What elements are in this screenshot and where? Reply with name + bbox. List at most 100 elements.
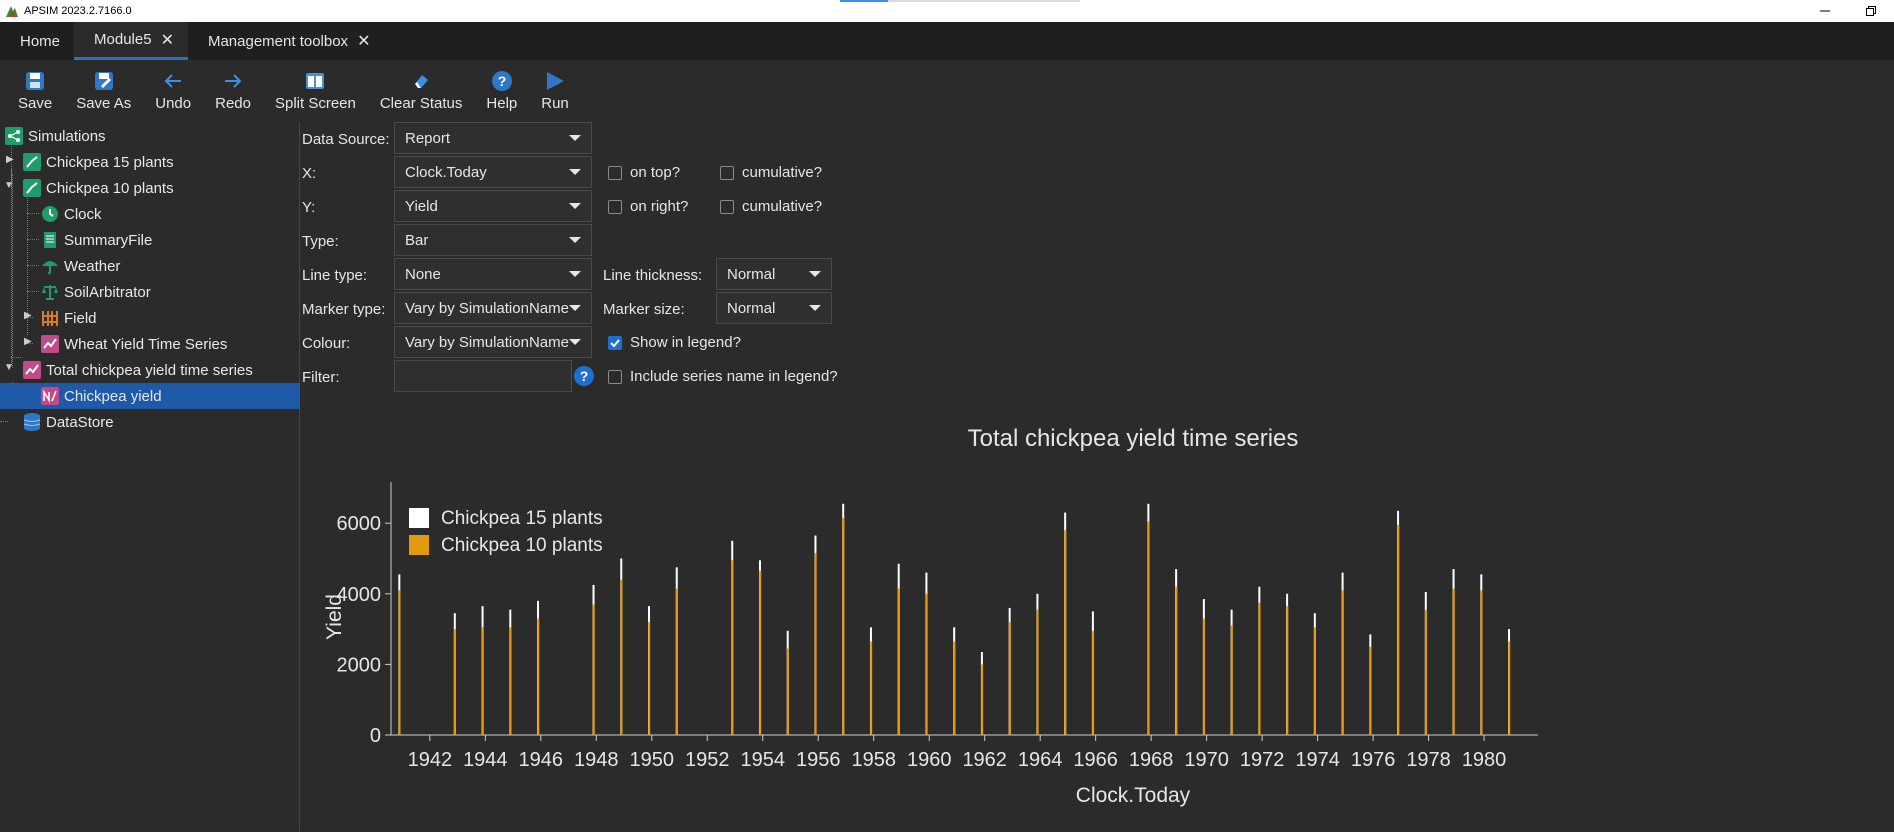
save-as-button[interactable]: Save As bbox=[64, 60, 143, 122]
x-tick-label: 1942 bbox=[408, 749, 453, 771]
chevron-down-icon bbox=[569, 271, 581, 277]
bar-chickpea-10 bbox=[731, 560, 734, 735]
x-tick-label: 1974 bbox=[1295, 749, 1340, 771]
tree-node-clock[interactable]: Clock bbox=[40, 201, 102, 227]
series-editor-panel: Data Source: Report X: Clock.Today on to… bbox=[301, 122, 1894, 831]
line-thickness-dropdown[interactable]: Normal bbox=[716, 258, 832, 290]
checkbox-box[interactable] bbox=[608, 335, 622, 350]
save-icon bbox=[26, 72, 45, 90]
type-dropdown[interactable]: Bar bbox=[394, 224, 592, 256]
line-type-dropdown[interactable]: None bbox=[394, 258, 592, 290]
include-series-name-checkbox[interactable]: Include series name in legend? bbox=[608, 368, 838, 385]
colour-dropdown[interactable]: Vary by SimulationName bbox=[394, 326, 592, 358]
restore-icon bbox=[1866, 6, 1876, 16]
checkbox-box[interactable] bbox=[720, 165, 734, 180]
tree-node-chickpea-yield[interactable]: Chickpea yield bbox=[40, 383, 162, 409]
tree-node-wheat-series[interactable]: Wheat Yield Time Series bbox=[40, 331, 227, 357]
show-in-legend-checkbox[interactable]: Show in legend? bbox=[608, 334, 741, 351]
tree-node-soil-arbitrator[interactable]: SoilArbitrator bbox=[40, 279, 151, 305]
x-tick-label: 1958 bbox=[851, 749, 896, 771]
type-label: Type: bbox=[302, 233, 339, 250]
x-field-dropdown[interactable]: Clock.Today bbox=[394, 156, 592, 188]
checkmark-icon bbox=[610, 338, 620, 347]
cumulative-x-checkbox[interactable]: cumulative? bbox=[720, 164, 822, 181]
collapse-arrow-icon[interactable]: ▼ bbox=[4, 180, 14, 191]
on-right-checkbox[interactable]: on right? bbox=[608, 198, 688, 215]
minimize-button[interactable] bbox=[1802, 0, 1848, 22]
chevron-down-icon bbox=[569, 203, 581, 209]
dropdown-value: Normal bbox=[727, 299, 776, 317]
summary-file-icon bbox=[40, 230, 60, 250]
bar-chickpea-10 bbox=[1341, 590, 1344, 735]
expand-arrow-icon[interactable]: ▶ bbox=[24, 336, 32, 347]
tree-node-datastore[interactable]: DataStore bbox=[22, 409, 114, 435]
checkbox-label: cumulative? bbox=[742, 164, 823, 181]
filter-input[interactable] bbox=[394, 360, 572, 392]
marker-type-dropdown[interactable]: Vary by SimulationName bbox=[394, 292, 592, 324]
tree-node-chickpea-15[interactable]: Chickpea 15 plants bbox=[22, 149, 174, 175]
tree-node-summary[interactable]: SummaryFile bbox=[40, 227, 152, 253]
tree-node-chickpea-10[interactable]: Chickpea 10 plants bbox=[22, 175, 174, 201]
bar-chickpea-10 bbox=[1480, 590, 1483, 735]
cumulative-y-checkbox[interactable]: cumulative? bbox=[720, 198, 822, 215]
clear-status-button[interactable]: Clear Status bbox=[368, 60, 475, 122]
bar-chickpea-10 bbox=[509, 627, 512, 735]
legend-label: Chickpea 10 plants bbox=[441, 535, 603, 556]
y-field-dropdown[interactable]: Yield bbox=[394, 190, 592, 222]
checkbox-box[interactable] bbox=[720, 199, 734, 214]
on-top-checkbox[interactable]: on top? bbox=[608, 164, 680, 181]
close-icon[interactable]: ✕ bbox=[357, 33, 371, 50]
checkbox-box[interactable] bbox=[608, 369, 622, 384]
run-button[interactable]: Run bbox=[529, 60, 581, 122]
redo-button[interactable]: Redo bbox=[203, 60, 263, 122]
expand-arrow-icon[interactable]: ▶ bbox=[6, 154, 14, 165]
dropdown-value: Vary by SimulationName bbox=[405, 333, 569, 351]
bar-chickpea-10 bbox=[1203, 618, 1206, 735]
chevron-down-icon bbox=[569, 237, 581, 243]
tab-module5[interactable]: Module5 ✕ bbox=[74, 22, 188, 60]
data-source-dropdown[interactable]: Report bbox=[394, 122, 592, 154]
tree-node-total-series[interactable]: Total chickpea yield time series bbox=[22, 357, 253, 383]
simulation-tree: Simulations ▶ Chickpea 15 plants ▼ Chick… bbox=[0, 122, 300, 831]
split-screen-button[interactable]: Split Screen bbox=[263, 60, 368, 122]
redo-label: Redo bbox=[215, 95, 251, 112]
dropdown-value: Normal bbox=[727, 265, 776, 283]
expand-arrow-icon[interactable]: ▶ bbox=[24, 310, 32, 321]
checkbox-box[interactable] bbox=[608, 165, 622, 180]
bar-chickpea-10 bbox=[814, 553, 817, 735]
line-type-label: Line type: bbox=[302, 267, 368, 284]
tab-management-toolbox[interactable]: Management toolbox ✕ bbox=[188, 22, 385, 60]
tree-node-simulations[interactable]: Simulations bbox=[4, 123, 106, 149]
save-label: Save bbox=[18, 95, 53, 112]
bar-chickpea-10 bbox=[786, 648, 789, 735]
chevron-down-icon bbox=[569, 339, 581, 345]
checkbox-label: on right? bbox=[630, 198, 689, 215]
save-button[interactable]: Save bbox=[0, 60, 64, 122]
close-icon[interactable]: ✕ bbox=[160, 31, 174, 49]
bar-chickpea-10 bbox=[981, 664, 984, 735]
split-screen-icon bbox=[306, 73, 325, 89]
help-button[interactable]: ? Help bbox=[474, 60, 529, 122]
window-title: APSIM 2023.2.7166.0 bbox=[24, 5, 132, 17]
tree-node-field[interactable]: Field bbox=[40, 305, 97, 331]
x-label: X: bbox=[302, 165, 317, 182]
filter-help-icon[interactable]: ? bbox=[574, 366, 594, 386]
undo-label: Undo bbox=[155, 95, 192, 112]
undo-button[interactable]: Undo bbox=[143, 60, 203, 122]
simulation-icon bbox=[22, 178, 42, 198]
bar-chickpea-10 bbox=[1064, 530, 1067, 735]
x-axis-label: Clock.Today bbox=[1076, 784, 1191, 807]
plot-area: 0 2000 4000 6000 1942 1944 1946 1948 1950 1952 195… bbox=[337, 482, 1538, 771]
checkbox-box[interactable] bbox=[608, 199, 622, 214]
collapse-arrow-icon[interactable]: ▼ bbox=[4, 362, 14, 373]
bar-chickpea-10 bbox=[620, 579, 623, 735]
tree-node-label: Chickpea yield bbox=[64, 387, 162, 405]
x-tick-label: 1968 bbox=[1129, 749, 1174, 771]
tree-node-weather[interactable]: Weather bbox=[40, 253, 120, 279]
restore-button[interactable] bbox=[1848, 0, 1894, 22]
tab-home[interactable]: Home bbox=[0, 22, 74, 60]
marker-size-dropdown[interactable]: Normal bbox=[716, 292, 832, 324]
umbrella-icon bbox=[40, 256, 60, 276]
tree-node-label: Chickpea 10 plants bbox=[46, 179, 174, 197]
checkbox-label: Include series name in legend? bbox=[630, 368, 838, 385]
